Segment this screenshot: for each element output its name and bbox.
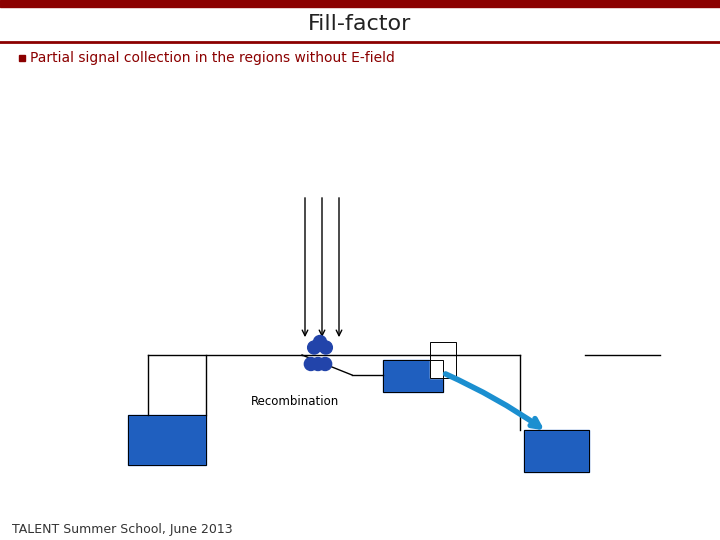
Bar [383,360,443,392]
Bar [524,430,589,472]
Circle shape [307,341,320,354]
Bar [383,360,443,392]
Circle shape [320,341,333,354]
Circle shape [313,335,326,348]
Circle shape [319,357,332,370]
Bar [524,430,589,472]
Bar [430,342,456,378]
Circle shape [305,357,318,370]
Bar [430,342,456,378]
Bar [0,7,720,42]
Bar [0,0,720,7]
Bar [128,415,206,465]
Text: Fill-factor: Fill-factor [308,15,412,35]
Text: TALENT Summer School, June 2013: TALENT Summer School, June 2013 [12,523,233,537]
Text: Recombination: Recombination [251,395,339,408]
Text: Partial signal collection in the regions without E-field: Partial signal collection in the regions… [30,51,395,65]
Bar [128,415,206,465]
Circle shape [312,357,325,370]
